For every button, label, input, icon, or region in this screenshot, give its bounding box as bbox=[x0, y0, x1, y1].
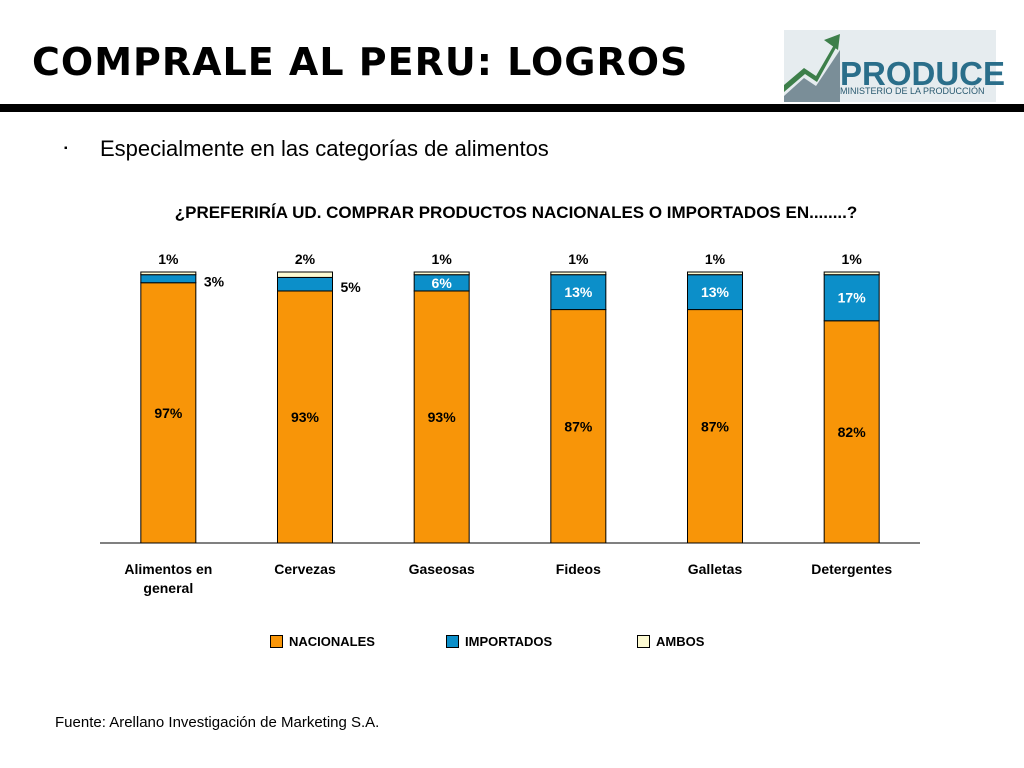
data-label-nacionales: 87% bbox=[564, 418, 593, 434]
data-label-nacionales: 93% bbox=[291, 409, 320, 425]
bar-ambos bbox=[277, 271, 333, 278]
bar-importados bbox=[823, 274, 880, 322]
bar-ambos bbox=[550, 271, 607, 276]
x-tick-label: Fideos bbox=[556, 561, 601, 577]
title-divider bbox=[0, 104, 1024, 112]
bar-ambos bbox=[823, 271, 880, 276]
chart-legend: NACIONALES IMPORTADOS AMBOS bbox=[0, 634, 1024, 654]
data-label-importados: 6% bbox=[432, 275, 453, 291]
produce-logo-mark bbox=[784, 30, 996, 102]
data-label-importados: 13% bbox=[701, 284, 730, 300]
data-label-importados: 17% bbox=[838, 290, 867, 306]
bar-ambos bbox=[687, 271, 743, 276]
bar-nacionales bbox=[413, 290, 470, 544]
data-label-importados: 13% bbox=[564, 284, 593, 300]
source-note: Fuente: Arellano Investigación de Market… bbox=[55, 714, 380, 731]
bar-importados bbox=[140, 274, 197, 284]
data-label-ambos: 1% bbox=[432, 251, 453, 267]
legend-swatch-importados bbox=[446, 635, 459, 648]
x-tick-label: Cervezas bbox=[274, 561, 336, 577]
data-label-ambos: 1% bbox=[705, 251, 726, 267]
legend-item-nacionales: NACIONALES bbox=[270, 634, 375, 649]
legend-label-importados: IMPORTADOS bbox=[465, 634, 553, 649]
bar-nacionales bbox=[687, 309, 743, 544]
data-label-nacionales: 97% bbox=[154, 405, 183, 421]
bar-importados bbox=[687, 274, 743, 311]
data-label-ambos: 1% bbox=[842, 251, 863, 267]
data-label-nacionales: 93% bbox=[428, 409, 457, 425]
page-title: COMPRALE AL PERU: LOGROS bbox=[32, 40, 689, 84]
data-label-ambos: 1% bbox=[158, 251, 179, 267]
data-label-nacionales: 87% bbox=[701, 418, 730, 434]
legend-item-ambos: AMBOS bbox=[637, 634, 704, 649]
legend-item-importados: IMPORTADOS bbox=[446, 634, 552, 649]
x-tick-label: Galletas bbox=[688, 561, 743, 577]
legend-label-nacionales: NACIONALES bbox=[289, 634, 375, 649]
bar-nacionales bbox=[140, 282, 197, 544]
data-label-ambos: 2% bbox=[295, 251, 316, 267]
x-tick-label: Gaseosas bbox=[409, 561, 475, 577]
x-tick-label: Detergentes bbox=[811, 561, 892, 577]
bar-ambos bbox=[140, 271, 197, 276]
bar-importados bbox=[277, 276, 333, 292]
x-tick-label: Alimentos en bbox=[124, 561, 212, 577]
logo-wordmark: PRODUCE bbox=[840, 55, 1006, 92]
chart-title: ¿PREFERIRÍA UD. COMPRAR PRODUCTOS NACION… bbox=[174, 203, 858, 222]
bullet-text: Especialmente en las categorías de alime… bbox=[100, 136, 549, 161]
bar-ambos bbox=[413, 271, 470, 276]
bar-importados bbox=[550, 274, 607, 311]
logo-subtitle: MINISTERIO DE LA PRODUCCIÓN bbox=[840, 86, 985, 96]
data-label-importados: 5% bbox=[341, 279, 362, 295]
legend-swatch-ambos bbox=[637, 635, 650, 648]
data-label-importados: 3% bbox=[204, 274, 225, 290]
data-label-ambos: 1% bbox=[568, 251, 589, 267]
data-label-nacionales: 82% bbox=[838, 424, 867, 440]
bar-nacionales bbox=[823, 320, 880, 544]
x-tick-label: general bbox=[143, 580, 193, 596]
legend-swatch-nacionales bbox=[270, 635, 283, 648]
legend-label-ambos: AMBOS bbox=[656, 634, 705, 649]
bullet-marker: ▪ bbox=[64, 143, 68, 154]
